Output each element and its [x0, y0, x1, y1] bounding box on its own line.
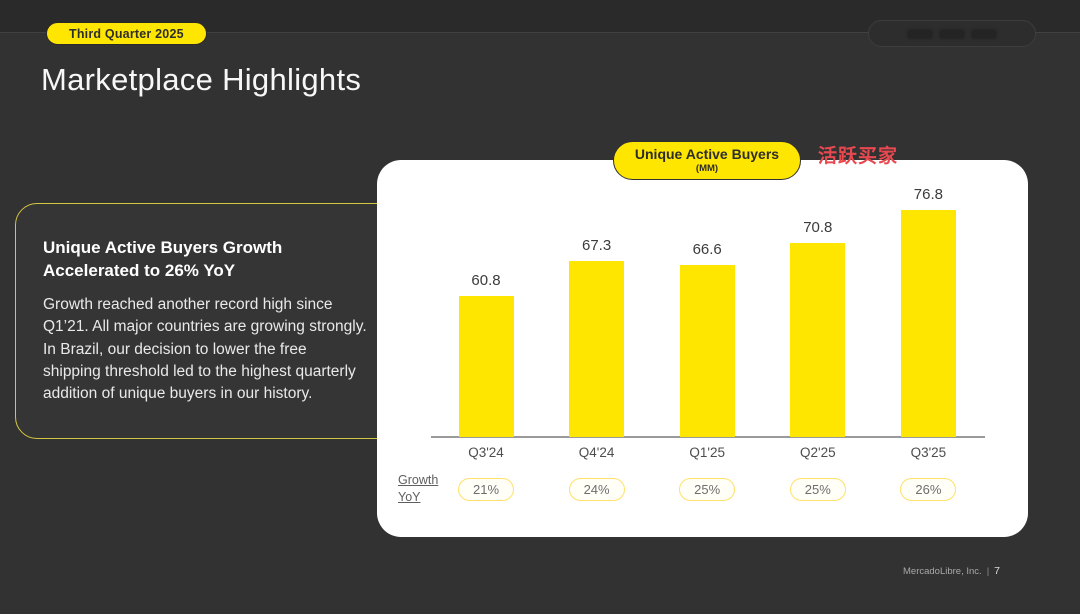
growth-yoy-label-line1: Growth [398, 473, 439, 487]
highlight-panel: Unique Active Buyers Growth Accelerated … [15, 203, 405, 439]
ghost-smudge [939, 28, 965, 39]
quarter-badge: Third Quarter 2025 [46, 22, 207, 45]
ghost-badge [868, 20, 1036, 47]
chinese-annotation: 活跃买家 [818, 146, 899, 167]
category-label: Q3'25 [910, 445, 947, 460]
bar-value-label: 60.8 [471, 272, 501, 290]
panel-body: Growth reached another record high since… [43, 296, 367, 402]
ghost-smudge [907, 28, 933, 39]
growth-yoy-label: Growth YoY [398, 472, 438, 506]
bar-chart: Growth YoY 60.8 Q3'24 21% 67.3 Q4'24 24% 66.6 Q… [377, 160, 1028, 537]
bar [569, 261, 625, 437]
bar [458, 296, 514, 437]
bar-value-label: 76.8 [913, 186, 943, 204]
growth-yoy-pill: 25% [679, 478, 736, 501]
growth-yoy-pill: 21% [458, 478, 514, 501]
page-title: Marketplace Highlights [41, 62, 362, 97]
bar [679, 265, 735, 437]
chart-title: Unique Active Buyers [634, 146, 780, 163]
footer-separator: | [986, 566, 990, 577]
footer-page-number: 7 [994, 565, 1000, 577]
quarter-badge-label: Third Quarter 2025 [69, 26, 184, 41]
panel-heading-line2: Accelerated to 26% YoY [43, 260, 236, 280]
panel-heading: Unique Active Buyers Growth Accelerated … [43, 237, 404, 282]
footer-company: MercadoLibre, Inc. [903, 566, 982, 577]
growth-yoy-pill: 26% [900, 478, 957, 501]
ghost-smudge [971, 28, 997, 39]
bar-value-label: 70.8 [803, 218, 833, 236]
growth-yoy-label-line2: YoY [398, 489, 421, 504]
category-label: Q1'25 [689, 445, 725, 460]
chart-unit-label: (MM) [695, 162, 719, 174]
bar-value-label: 67.3 [581, 237, 612, 255]
bar [790, 242, 846, 437]
bar [900, 210, 956, 437]
category-label: Q2'25 [799, 445, 836, 460]
chart-title-badge: Unique Active Buyers (MM) [613, 141, 801, 180]
panel-heading-line1: Unique Active Buyers Growth [43, 238, 283, 257]
bar-value-label: 66.6 [692, 241, 722, 259]
slide-footer: MercadoLibre, Inc. | 7 [903, 565, 1000, 577]
category-label: Q3'24 [468, 445, 504, 460]
growth-yoy-pill: 24% [568, 478, 625, 501]
category-label: Q4'24 [578, 445, 615, 460]
growth-yoy-pill: 25% [789, 478, 846, 501]
chart-card: Growth YoY 60.8 Q3'24 21% 67.3 Q4'24 24% 66.6 Q… [377, 160, 1028, 537]
